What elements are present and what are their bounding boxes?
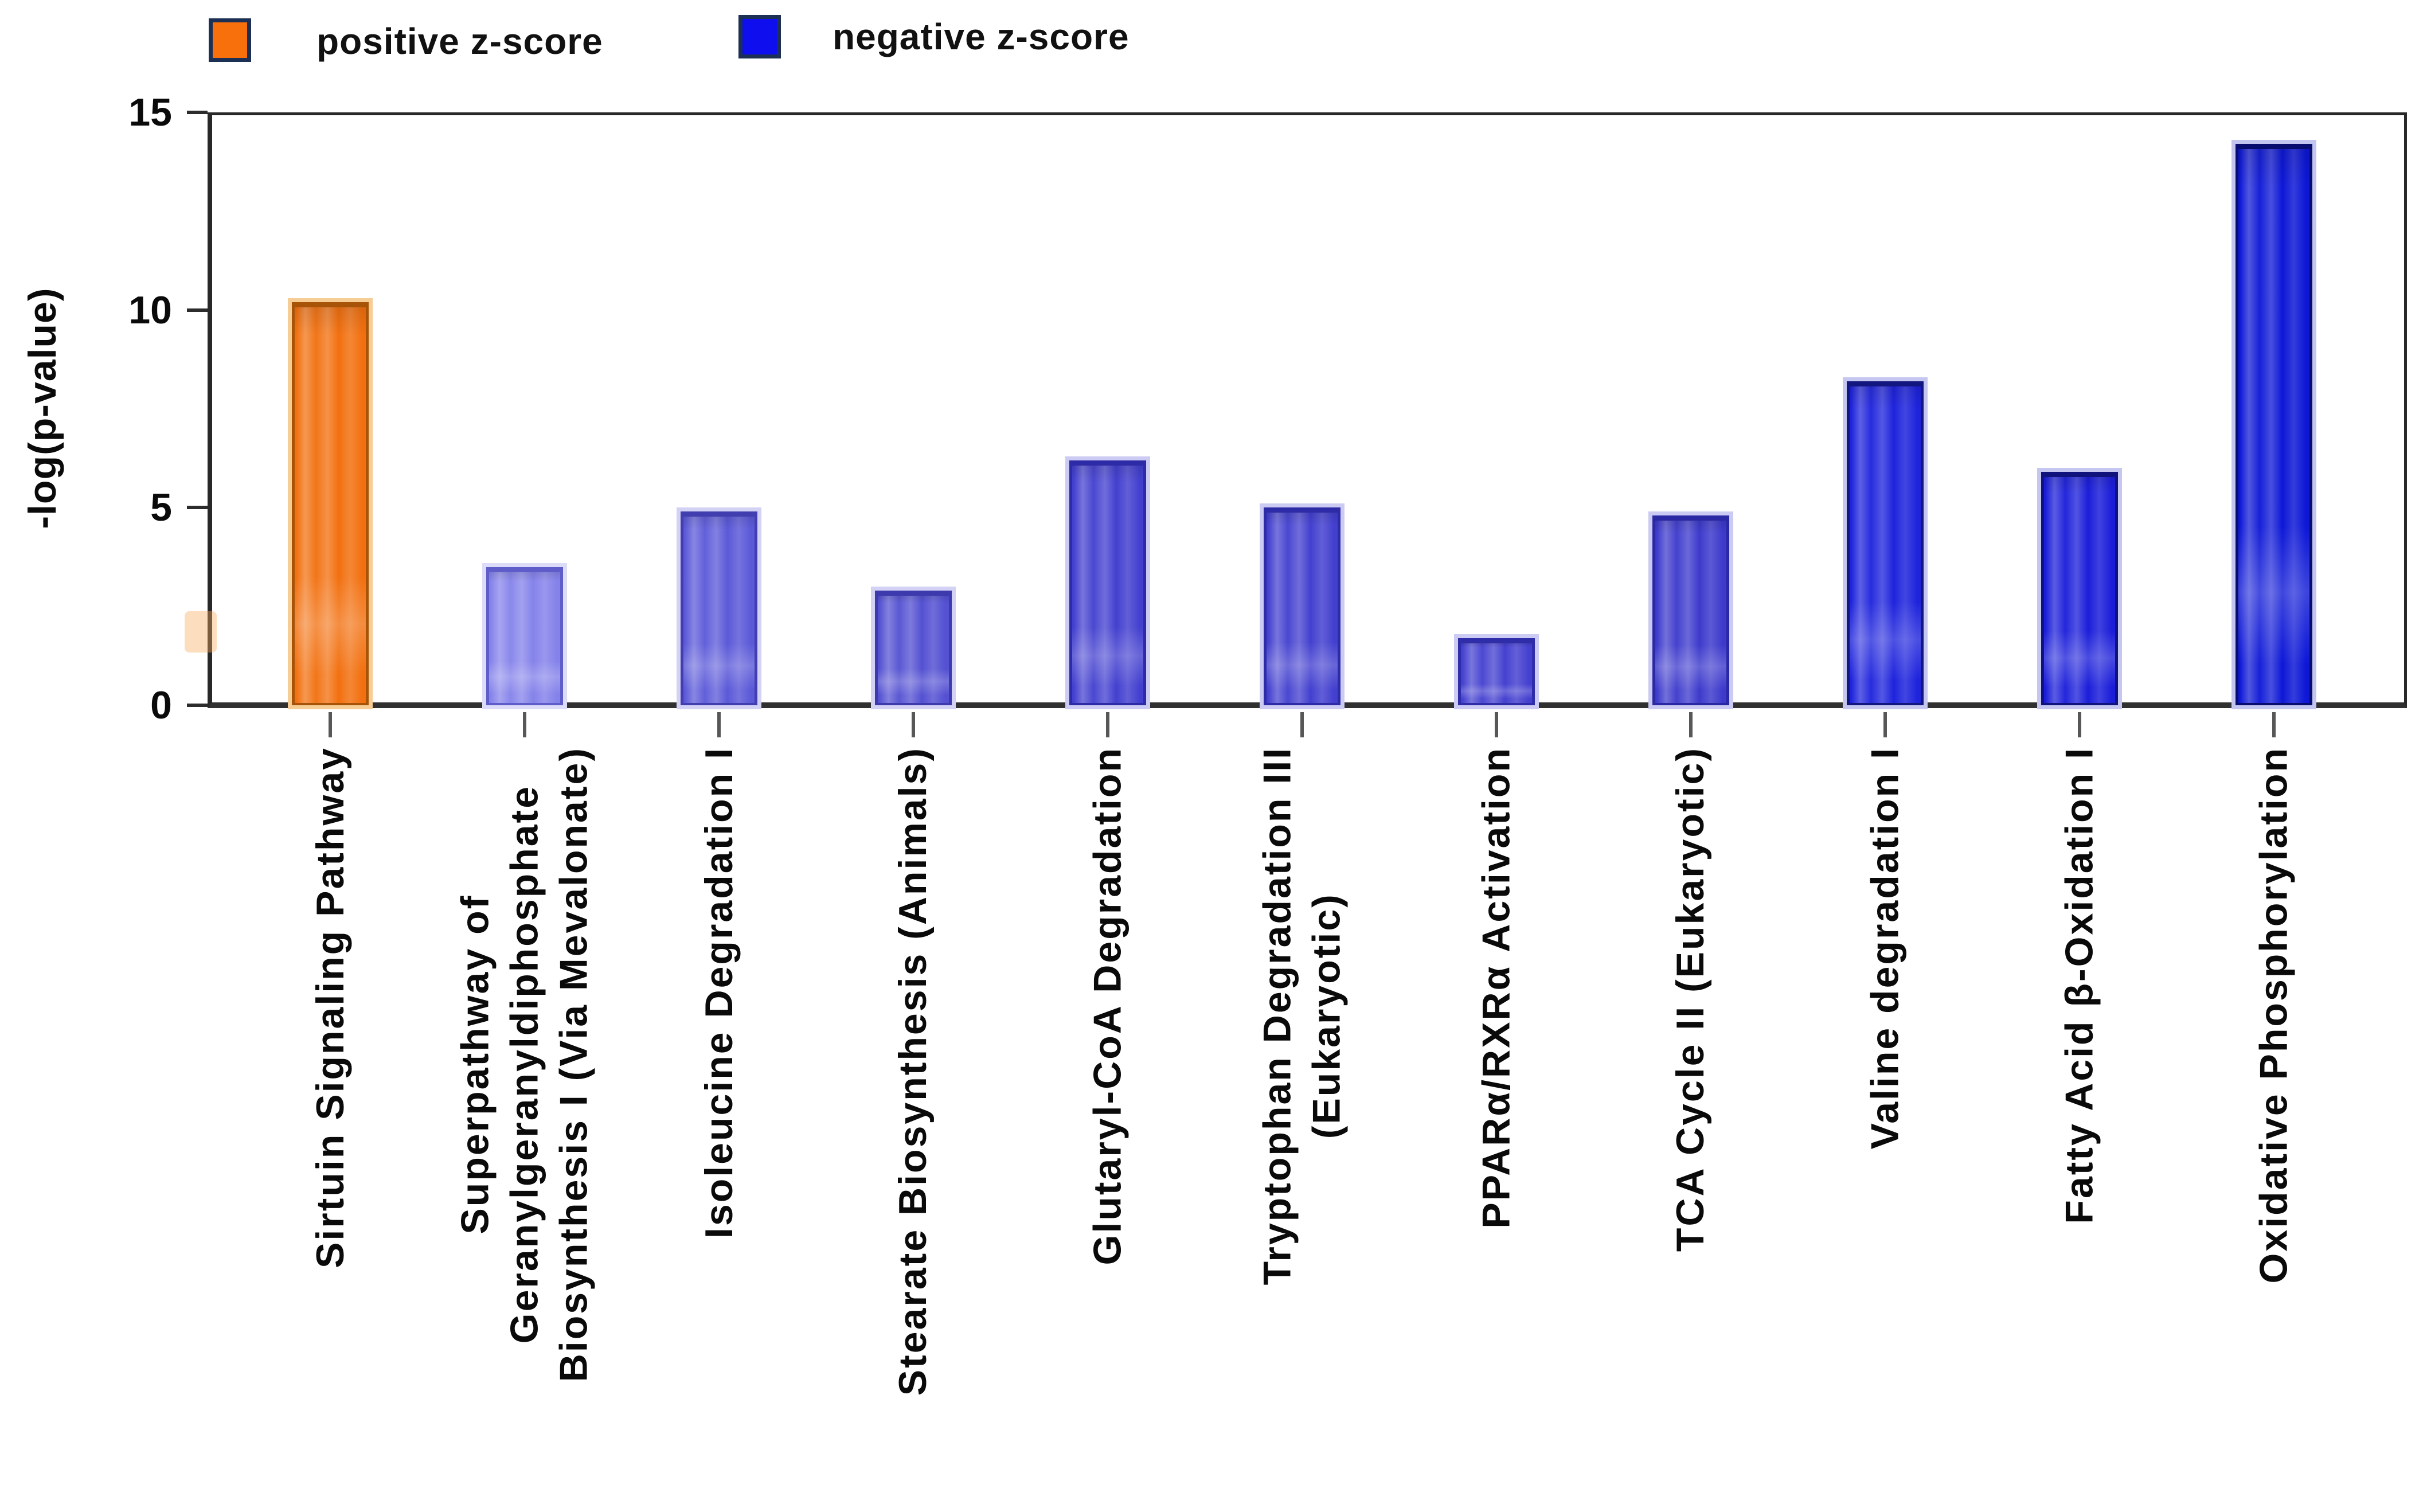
bar-negative: [1069, 460, 1146, 705]
x-category-label: Isoleucine Degradation I: [697, 747, 741, 1238]
x-tick-mark: [328, 712, 332, 737]
bar-negative: [1652, 515, 1729, 705]
x-category-label: TCA Cycle II (Eukaryotic): [1668, 747, 1713, 1252]
x-category-label: Stearate Biosynthesis (Animals): [891, 747, 935, 1396]
bar-positive: [291, 302, 369, 705]
bar-negative: [1846, 381, 1924, 705]
x-tick-mark: [911, 712, 915, 737]
legend-positive-label: positive z-score: [316, 21, 603, 62]
bar-negative: [2235, 144, 2312, 705]
y-tick-label: 5: [150, 486, 172, 530]
x-tick-mark: [1494, 712, 1498, 737]
y-tick-label: 0: [150, 683, 172, 727]
x-category-label: Fatty Acid β-Oxidation I: [2057, 747, 2101, 1224]
bar-negative: [1457, 638, 1535, 705]
x-tick-mark: [1689, 712, 1693, 737]
x-tick-mark: [1883, 712, 1887, 737]
y-axis-title: -log(p-value): [21, 287, 64, 529]
bar-negative: [1263, 507, 1340, 705]
x-tick-mark: [2077, 712, 2081, 737]
x-category-label: Valine degradation I: [1863, 747, 1907, 1150]
bar-negative: [2041, 472, 2118, 705]
y-tick-mark: [187, 111, 208, 114]
legend-negative-label: negative z-score: [833, 16, 1130, 57]
x-tick-mark: [1300, 712, 1304, 737]
y-tick-mark: [187, 308, 208, 312]
x-category-label: Glutaryl-CoA Degradation: [1085, 747, 1130, 1265]
bar-negative: [680, 511, 757, 705]
legend-negative-swatch: [738, 15, 781, 58]
x-category-label: Tryptophan Degradation III (Eukaryotic): [1255, 747, 1349, 1286]
x-category-label: Superpathway of Geranylgeranyldiphosphat…: [453, 747, 596, 1382]
x-category-label: PPARα/RXRα Activation: [1474, 747, 1518, 1229]
y-tick-label: 15: [128, 91, 172, 134]
x-category-label: Sirtuin Signaling Pathway: [308, 747, 352, 1268]
bar-negative: [874, 591, 952, 705]
bar-negative: [486, 566, 563, 705]
x-tick-mark: [1105, 712, 1109, 737]
y-tick-mark: [187, 704, 208, 707]
legend-positive-swatch: [209, 18, 251, 62]
x-category-label: Oxidative Phosphorylation: [2252, 747, 2296, 1284]
y-tick-label: 10: [128, 288, 172, 332]
x-tick-mark: [717, 712, 721, 737]
y-tick-mark: [187, 506, 208, 510]
x-tick-mark: [522, 712, 526, 737]
artifact-smudge: [185, 611, 217, 653]
x-tick-mark: [2272, 712, 2276, 737]
